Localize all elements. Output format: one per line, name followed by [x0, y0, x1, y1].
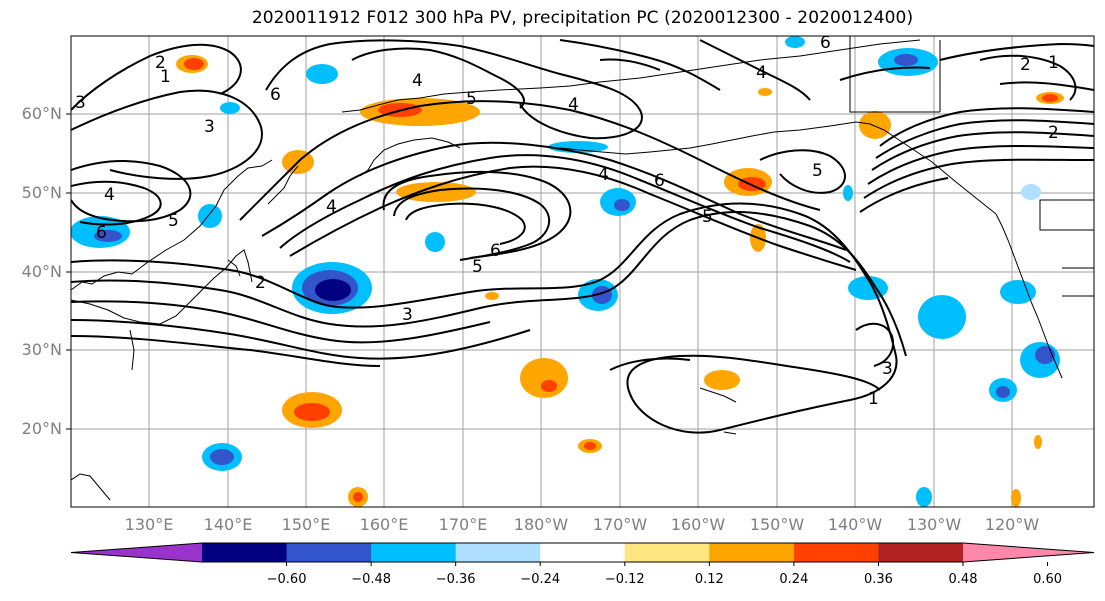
contour-label: 3 — [402, 305, 413, 325]
lon-label: 160°E — [359, 515, 409, 534]
contour-label: 4 — [412, 71, 423, 91]
contour-label: 6 — [490, 241, 501, 261]
contour-label: 2 — [1048, 123, 1059, 143]
colorbar-tick-label: 0.12 — [694, 572, 724, 587]
contour-label: 6 — [270, 85, 281, 105]
lat-label: 40°N — [21, 262, 62, 281]
contour-label: 1 — [160, 67, 171, 87]
lon-label: 150°W — [749, 515, 805, 534]
contour-label: 6 — [654, 171, 665, 191]
axis-ticks — [66, 113, 71, 430]
colorbar-tick-label: 0.36 — [863, 572, 893, 587]
contour-label: 3 — [204, 117, 215, 137]
contour-label: 5 — [168, 211, 179, 231]
contour-label: 1 — [1048, 53, 1059, 73]
lon-label: 130°W — [906, 515, 962, 534]
contour-label: 1 — [868, 389, 879, 409]
lat-label: 50°N — [21, 183, 62, 202]
colorbar-tick-label: 0.48 — [948, 572, 978, 587]
contour-label: 3 — [75, 93, 86, 113]
contour-label: 5 — [812, 161, 823, 181]
contour-label: 4 — [326, 197, 337, 217]
pv-contours — [71, 39, 1094, 434]
lon-label: 140°W — [827, 515, 883, 534]
lon-label: 180°W — [513, 515, 569, 534]
colorbar-tick-label: 0.60 — [1033, 572, 1063, 587]
contour-label: 4 — [598, 165, 609, 185]
contour-label: 5 — [466, 89, 477, 109]
contour-label: 6 — [96, 223, 107, 243]
contour-label: 5 — [702, 207, 713, 227]
contour-label: 4 — [568, 95, 579, 115]
contour-label: 4 — [104, 185, 115, 205]
contour-label: 6 — [820, 33, 831, 53]
colorbar-tick-label: −0.12 — [604, 572, 645, 587]
lon-label: 140°E — [203, 515, 253, 534]
contour-label: 2 — [155, 53, 166, 73]
contour-label: 4 — [756, 63, 767, 83]
lon-label: 170°W — [592, 515, 648, 534]
contour-label: 3 — [882, 359, 893, 379]
contour-labels: 1 2 3 4 5 6 2 3 4 5 6 5 6 4 3 4 5 6 6 5 … — [75, 33, 1059, 409]
contour-label: 5 — [472, 257, 483, 277]
lon-label: 150°E — [281, 515, 331, 534]
colorbar-tick-label: 0.24 — [779, 572, 809, 587]
lon-label: 160°W — [670, 515, 726, 534]
colorbar-tick-label: −0.60 — [266, 572, 307, 587]
lat-label: 60°N — [21, 104, 62, 123]
lon-label: 130°E — [124, 515, 174, 534]
lat-label: 30°N — [21, 340, 62, 359]
lon-label: 120°W — [984, 515, 1040, 534]
lat-label: 20°N — [21, 419, 62, 438]
colorbar-tick-label: −0.48 — [351, 572, 392, 587]
colorbar-tick-label: −0.24 — [520, 572, 561, 587]
lon-label: 170°E — [438, 515, 488, 534]
colorbar-tick-label: −0.36 — [435, 572, 476, 587]
contour-label: 2 — [1020, 55, 1031, 75]
map-title: 2020011912 F012 300 hPa PV, precipitatio… — [251, 8, 914, 28]
contour-label: 2 — [255, 273, 266, 293]
